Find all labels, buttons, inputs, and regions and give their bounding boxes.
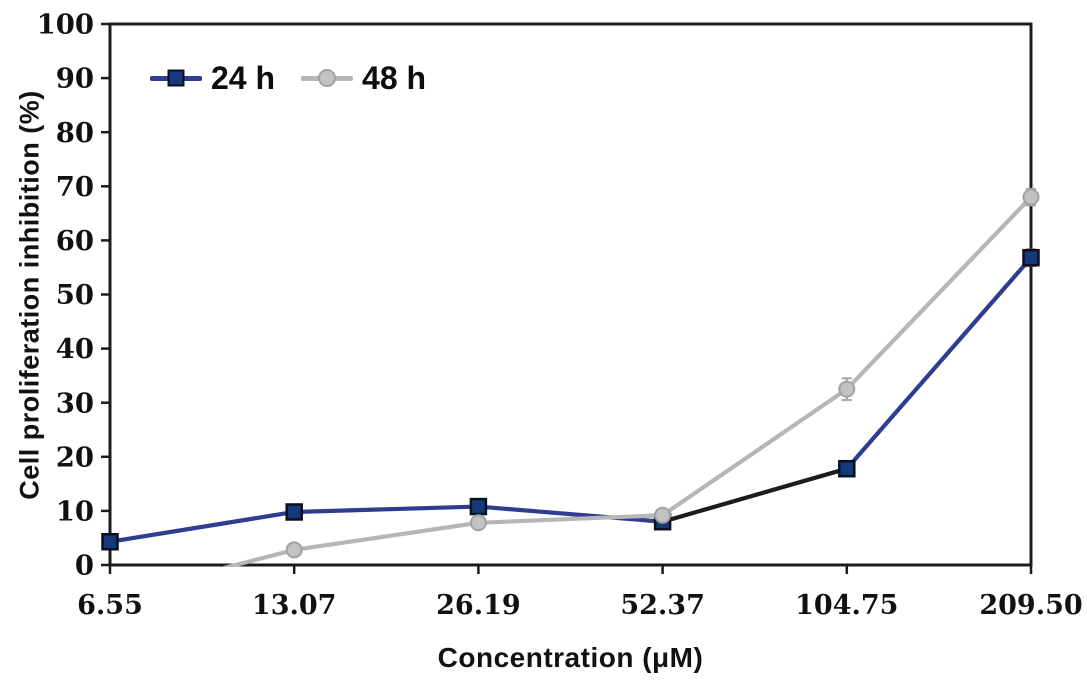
y-tick-label: 10 bbox=[56, 496, 94, 528]
y-tick-label: 60 bbox=[56, 225, 94, 257]
legend: 24 h 48 h bbox=[150, 58, 426, 98]
y-axis-title: Cell proliferation inhibition (%) bbox=[14, 90, 45, 500]
y-tick-label: 90 bbox=[56, 63, 94, 95]
series-48h-segment bbox=[661, 387, 848, 517]
x-tick-label: 26.19 bbox=[436, 590, 521, 621]
legend-label-24h: 24 h bbox=[211, 59, 276, 96]
square-marker-icon bbox=[150, 66, 202, 90]
series-24h-marker bbox=[285, 503, 303, 521]
x-axis-title: Concentration (μM) bbox=[437, 642, 704, 673]
series-24h-segment bbox=[662, 466, 848, 524]
series-24h-segment bbox=[109, 509, 295, 544]
y-tick-label: 0 bbox=[75, 550, 94, 582]
x-tick-label: 104.75 bbox=[795, 590, 898, 621]
series-24h-marker bbox=[101, 532, 119, 551]
y-tick-label: 20 bbox=[56, 441, 94, 473]
x-tick-label: 13.07 bbox=[252, 590, 337, 621]
x-tick-label: 209.50 bbox=[979, 590, 1082, 621]
series-24h-marker bbox=[469, 497, 488, 516]
series-48h-marker bbox=[285, 541, 303, 559]
series-48h-segment bbox=[845, 195, 1033, 391]
series-24h-marker bbox=[838, 459, 856, 478]
legend-item-48h: 48 h bbox=[301, 58, 426, 98]
y-tick-label: 30 bbox=[56, 387, 94, 419]
series-48h-marker bbox=[469, 514, 487, 532]
y-tick-label: 80 bbox=[56, 117, 94, 149]
series-48h-segment bbox=[219, 547, 295, 567]
series-48h-marker bbox=[838, 380, 856, 398]
plot-border bbox=[108, 22, 1033, 567]
legend-item-24h: 24 h bbox=[150, 58, 275, 98]
series-48h-marker bbox=[1022, 188, 1040, 206]
x-tick-label: 52.37 bbox=[620, 590, 705, 621]
series-24h-segment bbox=[478, 504, 663, 524]
y-tick-label: 50 bbox=[56, 279, 94, 311]
series-24h-segment bbox=[845, 256, 1033, 471]
series-24h-marker bbox=[1022, 248, 1040, 267]
y-tick-label: 40 bbox=[56, 333, 94, 365]
y-tick-label: 70 bbox=[56, 171, 94, 203]
series-48h-segment bbox=[293, 520, 479, 552]
circle-marker-icon bbox=[301, 66, 354, 90]
x-tick-label: 6.55 bbox=[77, 590, 143, 621]
y-tick-label: 100 bbox=[37, 9, 94, 41]
series-24h-segment bbox=[294, 504, 479, 515]
series-48h-segment bbox=[478, 513, 663, 525]
series-48h-marker bbox=[654, 506, 672, 524]
legend-label-48h: 48 h bbox=[362, 59, 427, 96]
